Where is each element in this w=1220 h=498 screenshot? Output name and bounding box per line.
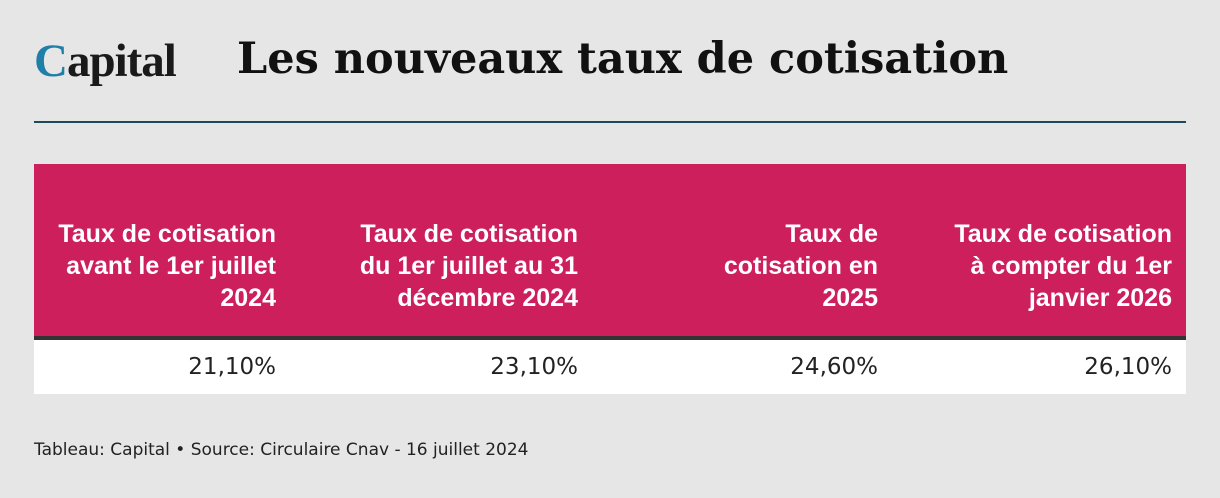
logo-initial: C — [34, 35, 68, 87]
table-cell: 26,10% — [1084, 354, 1172, 380]
table-cell: 24,60% — [790, 354, 878, 380]
logo-rest: apital — [66, 35, 177, 87]
column-header-label: Taux de cotisation avant le 1er juillet … — [58, 220, 276, 312]
column-header-label: Taux de cotisation à compter du 1er janv… — [954, 220, 1172, 312]
table-cell: 23,10% — [490, 354, 578, 380]
source-footer: Tableau: Capital • Source: Circulaire Cn… — [34, 440, 529, 460]
page-title: Les nouveaux taux de cotisation — [237, 34, 1009, 84]
capital-logo: Capital — [34, 35, 177, 87]
title-divider — [34, 121, 1186, 123]
table-cell: 21,10% — [188, 354, 276, 380]
table-row: 21,10% 23,10% 24,60% 26,10% — [34, 340, 1186, 394]
column-header: Taux de cotisation du 1er juillet au 31 … — [290, 164, 592, 336]
column-header: Taux de cotisation en 2025 — [592, 164, 892, 336]
column-header: Taux de cotisation avant le 1er juillet … — [34, 164, 290, 336]
column-header-label: Taux de cotisation du 1er juillet au 31 … — [359, 220, 578, 312]
column-header: Taux de cotisation à compter du 1er janv… — [892, 164, 1186, 336]
column-header-label: Taux de cotisation en 2025 — [723, 220, 878, 312]
rates-table: Taux de cotisation avant le 1er juillet … — [34, 164, 1186, 394]
header: Capital Les nouveaux taux de cotisation — [34, 30, 1186, 100]
table-header: Taux de cotisation avant le 1er juillet … — [34, 164, 1186, 340]
